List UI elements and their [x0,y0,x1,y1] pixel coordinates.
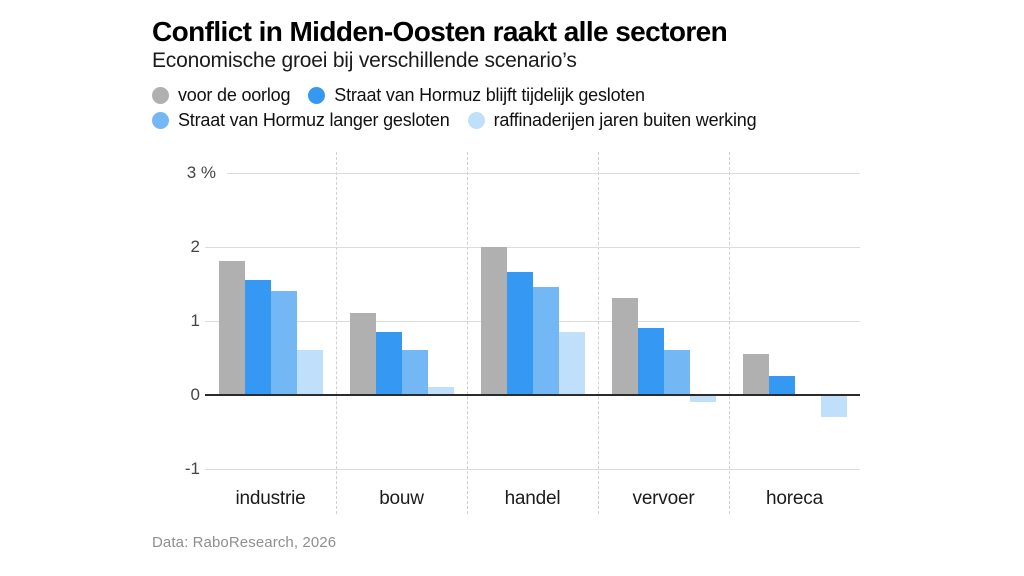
category-separator-line [336,152,337,514]
y-gridline [205,468,860,470]
legend-item-label: voor de oorlog [178,85,291,105]
bar-handel-series-2 [532,287,559,395]
bar-industrie-series-3 [296,350,323,395]
bar-bouw-series-3 [427,387,454,395]
y-axis-tick-label: 3 % [186,162,216,182]
legend-item-voor-de-oorlog: voor de oorlog [152,85,290,106]
y-axis-tick-label: 0 [190,384,200,404]
y-gridline [227,172,860,174]
category-separator-line [467,152,468,514]
bar-vervoer-series-1 [637,327,664,395]
legend: voor de oorlog Straat van Hormuz blijft … [152,83,757,133]
chart-subtitle: Economische groei bij verschillende scen… [152,49,577,72]
y-axis-tick-label: 1 [190,310,200,330]
x-axis-category-label: industrie [235,488,306,509]
x-axis-category-label: horeca [766,488,823,509]
category-separator-line [598,152,599,514]
x-axis-category-label: bouw [379,488,424,509]
category-separator-line [729,152,730,514]
legend-item-label: Straat van Hormuz langer gesloten [178,110,450,130]
bar-industrie-series-0 [218,261,245,395]
y-gridline [205,246,860,248]
legend-swatch-icon [308,87,326,104]
bar-horeca-series-3 [820,394,847,417]
bar-handel-series-3 [558,331,585,395]
chart-title: Conflict in Midden-Oosten raakt alle sec… [152,16,728,47]
bar-vervoer-series-3 [689,394,716,402]
bar-bouw-series-0 [349,313,376,395]
bar-handel-series-1 [506,272,533,395]
data-source: Data: RaboResearch, 2026 [152,534,337,551]
legend-item-label: Straat van Hormuz blijft tijdelijk geslo… [334,85,645,105]
legend-item-raffinaderijen: raffinaderijen jaren buiten werking [467,110,757,131]
bar-bouw-series-1 [375,331,402,395]
bar-industrie-series-1 [244,279,271,395]
bar-industrie-series-2 [270,290,297,395]
legend-item-hormuz-langer: Straat van Hormuz langer gesloten [152,110,450,131]
bar-horeca-series-0 [742,353,769,395]
x-axis-category-label: handel [504,488,561,509]
y-axis-tick-label: 2 [190,236,200,256]
legend-row-1: voor de oorlog Straat van Hormuz blijft … [152,83,756,108]
legend-item-label: raffinaderijen jaren buiten werking [493,110,757,130]
bar-horeca-series-1 [768,376,795,395]
legend-swatch-icon [152,87,169,104]
bar-handel-series-0 [480,246,507,395]
legend-item-hormuz-tijdelijk: Straat van Hormuz blijft tijdelijk geslo… [308,85,645,106]
bar-vervoer-series-2 [663,350,690,395]
bar-vervoer-series-0 [611,298,638,395]
legend-row-2: Straat van Hormuz langer gesloten raffin… [152,108,757,133]
legend-swatch-icon [152,112,169,129]
zero-baseline [205,393,860,396]
legend-swatch-icon [467,112,485,129]
x-axis-category-label: vervoer [632,488,695,509]
bar-bouw-series-2 [401,350,428,395]
y-axis-tick-label: -1 [184,458,200,478]
